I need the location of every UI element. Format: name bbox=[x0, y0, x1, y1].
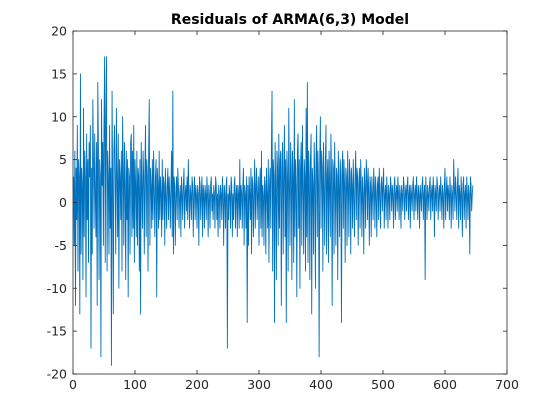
y-tick-label: -20 bbox=[47, 367, 67, 382]
x-tick-label: 100 bbox=[123, 377, 147, 392]
x-tick-label: 600 bbox=[433, 377, 457, 392]
chart-title: Residuals of ARMA(6,3) Model bbox=[171, 12, 409, 28]
x-tick-label: 700 bbox=[495, 377, 519, 392]
y-tick-label: 15 bbox=[51, 66, 67, 81]
y-tick-label: -10 bbox=[47, 281, 67, 296]
y-tick-label: 0 bbox=[59, 195, 67, 210]
x-tick-label: 400 bbox=[309, 377, 333, 392]
x-tick-label: 500 bbox=[371, 377, 395, 392]
y-tick-label: 10 bbox=[51, 109, 67, 124]
x-tick-label: 0 bbox=[69, 377, 77, 392]
x-tick-label: 300 bbox=[247, 377, 271, 392]
x-tick-label: 200 bbox=[185, 377, 209, 392]
y-tick-label: -5 bbox=[55, 238, 67, 253]
y-tick-label: 5 bbox=[59, 152, 67, 167]
y-tick-label: -15 bbox=[47, 324, 67, 339]
y-tick-label: 20 bbox=[51, 24, 67, 39]
